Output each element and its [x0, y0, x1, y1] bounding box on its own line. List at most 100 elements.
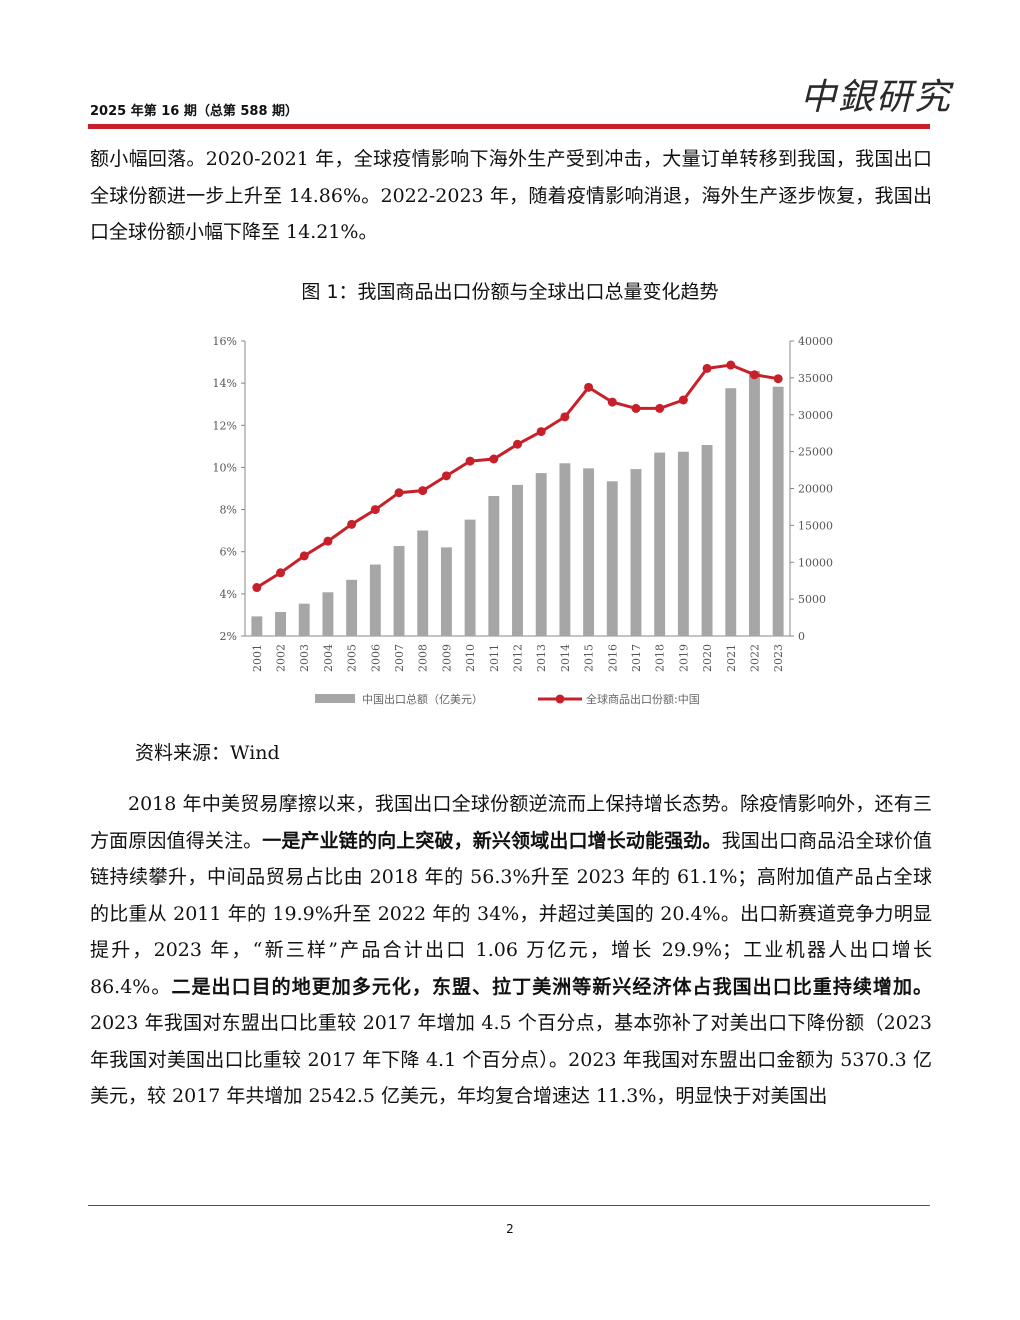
x-tick-label: 2007	[393, 644, 406, 672]
x-tick-label: 2009	[440, 644, 453, 672]
x-tick-label: 2016	[606, 644, 619, 672]
line-point	[276, 568, 286, 578]
bar	[772, 386, 784, 636]
bar	[440, 547, 452, 636]
line-point	[726, 360, 736, 370]
right-tick-label: 20000	[798, 483, 833, 496]
x-tick-label: 2008	[417, 644, 430, 672]
bar	[275, 611, 286, 636]
line-point	[394, 488, 404, 498]
line-point	[536, 427, 546, 437]
x-tick-label: 2015	[583, 644, 596, 672]
line-point	[607, 397, 617, 407]
bar	[701, 444, 713, 636]
body-paragraph: 2018 年中美贸易摩擦以来，我国出口全球份额逆流而上保持增长态势。除疫情影响外…	[90, 786, 932, 1115]
bar	[749, 371, 760, 636]
x-tick-label: 2019	[677, 644, 690, 672]
bar	[488, 495, 500, 636]
line-point	[702, 363, 712, 373]
paragraph-text-3: 2023 年我国对东盟出口比重较 2017 年增加 4.5 个百分点，基本弥补了…	[90, 1012, 932, 1107]
bar	[417, 530, 429, 636]
line-point	[418, 486, 428, 496]
x-tick-label: 2012	[512, 644, 525, 672]
line-point	[560, 412, 570, 422]
bar	[535, 473, 547, 636]
page-number: 2	[506, 1222, 514, 1236]
x-tick-label: 2002	[275, 644, 288, 672]
right-tick-label: 35000	[798, 372, 833, 385]
x-tick-label: 2006	[369, 644, 382, 672]
right-tick-label: 10000	[798, 556, 833, 569]
bar	[464, 519, 476, 636]
legend-line-label: 全球商品出口份额:中国	[586, 692, 700, 706]
left-tick-label: 8%	[220, 504, 237, 517]
line-point	[465, 456, 475, 466]
logo: 中銀研究	[800, 77, 953, 118]
export-share-chart: 16% 14% 12% 10% 8% 6% 4% 2% 40000 35000 30000 25000…	[213, 335, 833, 706]
bar	[559, 463, 571, 636]
paragraph-text-1: 2018 年中美贸易摩擦以来，我国出口全球份额逆流而上保持增长态势。除疫情影响外…	[90, 793, 932, 852]
bar	[393, 546, 405, 636]
line-point	[773, 374, 783, 384]
line-point	[489, 454, 499, 464]
line-point	[584, 382, 594, 392]
line-point	[441, 471, 451, 481]
line-point	[323, 536, 333, 546]
left-tick-label: 2%	[220, 630, 237, 643]
bar	[346, 579, 358, 636]
x-tick-label: 2020	[701, 644, 714, 672]
bar	[369, 564, 381, 636]
bar	[677, 451, 689, 636]
figure-title: 图 1：我国商品出口份额与全球出口总量变化趋势	[301, 281, 719, 303]
figure-source: 资料来源：Wind	[135, 742, 280, 764]
footer-divider	[88, 1205, 930, 1206]
bar	[251, 616, 263, 636]
legend-bar-label: 中国出口总额（亿美元）	[362, 692, 483, 706]
left-tick-label: 12%	[213, 419, 237, 432]
left-tick-label: 14%	[213, 377, 237, 390]
left-tick-label: 16%	[213, 335, 237, 348]
bar	[725, 388, 737, 636]
intro-paragraph: 额小幅回落。2020-2021 年，全球疫情影响下海外生产受到冲击，大量订单转移…	[90, 148, 932, 243]
paragraph-text-2: 我国出口商品沿全球价值链持续攀升，中间品贸易占比由 2018 年的 56.3%升…	[90, 829, 932, 998]
bold-point-2: 二是出口目的地更加多元化，东盟、拉丁美洲等新兴经济体占我国出口比重持续增加。	[171, 975, 932, 998]
right-tick-label: 15000	[798, 519, 833, 532]
line-point	[631, 403, 641, 413]
line-point	[347, 519, 357, 529]
x-tick-label: 2014	[559, 644, 572, 672]
right-tick-label: 5000	[798, 593, 826, 606]
bar	[512, 484, 523, 636]
bar	[298, 603, 310, 636]
x-tick-label: 2004	[322, 644, 335, 672]
x-tick-label: 2023	[772, 644, 785, 672]
header-divider	[88, 124, 930, 129]
right-tick-label: 0	[798, 630, 805, 643]
x-tick-label: 2001	[251, 644, 264, 672]
bar	[654, 452, 666, 636]
line-point	[370, 505, 380, 515]
bold-point-1: 一是产业链的向上突破，新兴领域出口增长动能强劲。	[262, 829, 722, 852]
line-point	[513, 439, 522, 449]
legend-line-marker	[555, 694, 565, 704]
bar	[630, 469, 642, 636]
x-tick-label: 2018	[654, 644, 667, 672]
x-tick-label: 2005	[346, 644, 359, 672]
x-tick-label: 2021	[725, 644, 738, 672]
issue-header: 2025 年第 16 期（总第 588 期）	[90, 104, 299, 119]
x-tick-label: 2022	[748, 644, 761, 672]
line-point	[678, 395, 688, 405]
x-tick-label: 2003	[298, 644, 311, 672]
line-point	[299, 551, 309, 561]
x-tick-label: 2011	[488, 644, 501, 672]
legend-bar-swatch	[315, 694, 355, 703]
left-tick-label: 6%	[220, 546, 237, 559]
left-tick-label: 10%	[213, 461, 237, 474]
x-tick-label: 2017	[630, 644, 643, 672]
line-point	[252, 583, 262, 593]
right-tick-label: 25000	[798, 446, 833, 459]
right-tick-label: 30000	[798, 409, 833, 422]
x-tick-label: 2013	[535, 644, 548, 672]
left-tick-label: 4%	[220, 588, 237, 601]
x-tick-label: 2010	[464, 644, 477, 672]
right-tick-label: 40000	[798, 335, 833, 348]
